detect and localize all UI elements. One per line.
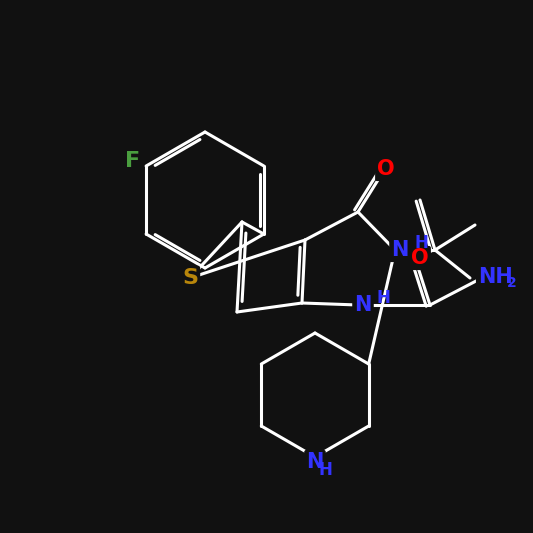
Text: H: H — [414, 234, 428, 252]
Text: N: N — [306, 452, 324, 472]
Text: O: O — [377, 159, 395, 179]
Text: N: N — [354, 295, 372, 315]
Text: 2: 2 — [507, 276, 517, 290]
Text: O: O — [411, 248, 429, 268]
Text: S: S — [182, 268, 198, 288]
Text: H: H — [318, 461, 332, 479]
Text: F: F — [125, 151, 140, 171]
Text: H: H — [377, 289, 391, 307]
Text: N: N — [391, 240, 409, 260]
Text: NH: NH — [478, 267, 513, 287]
